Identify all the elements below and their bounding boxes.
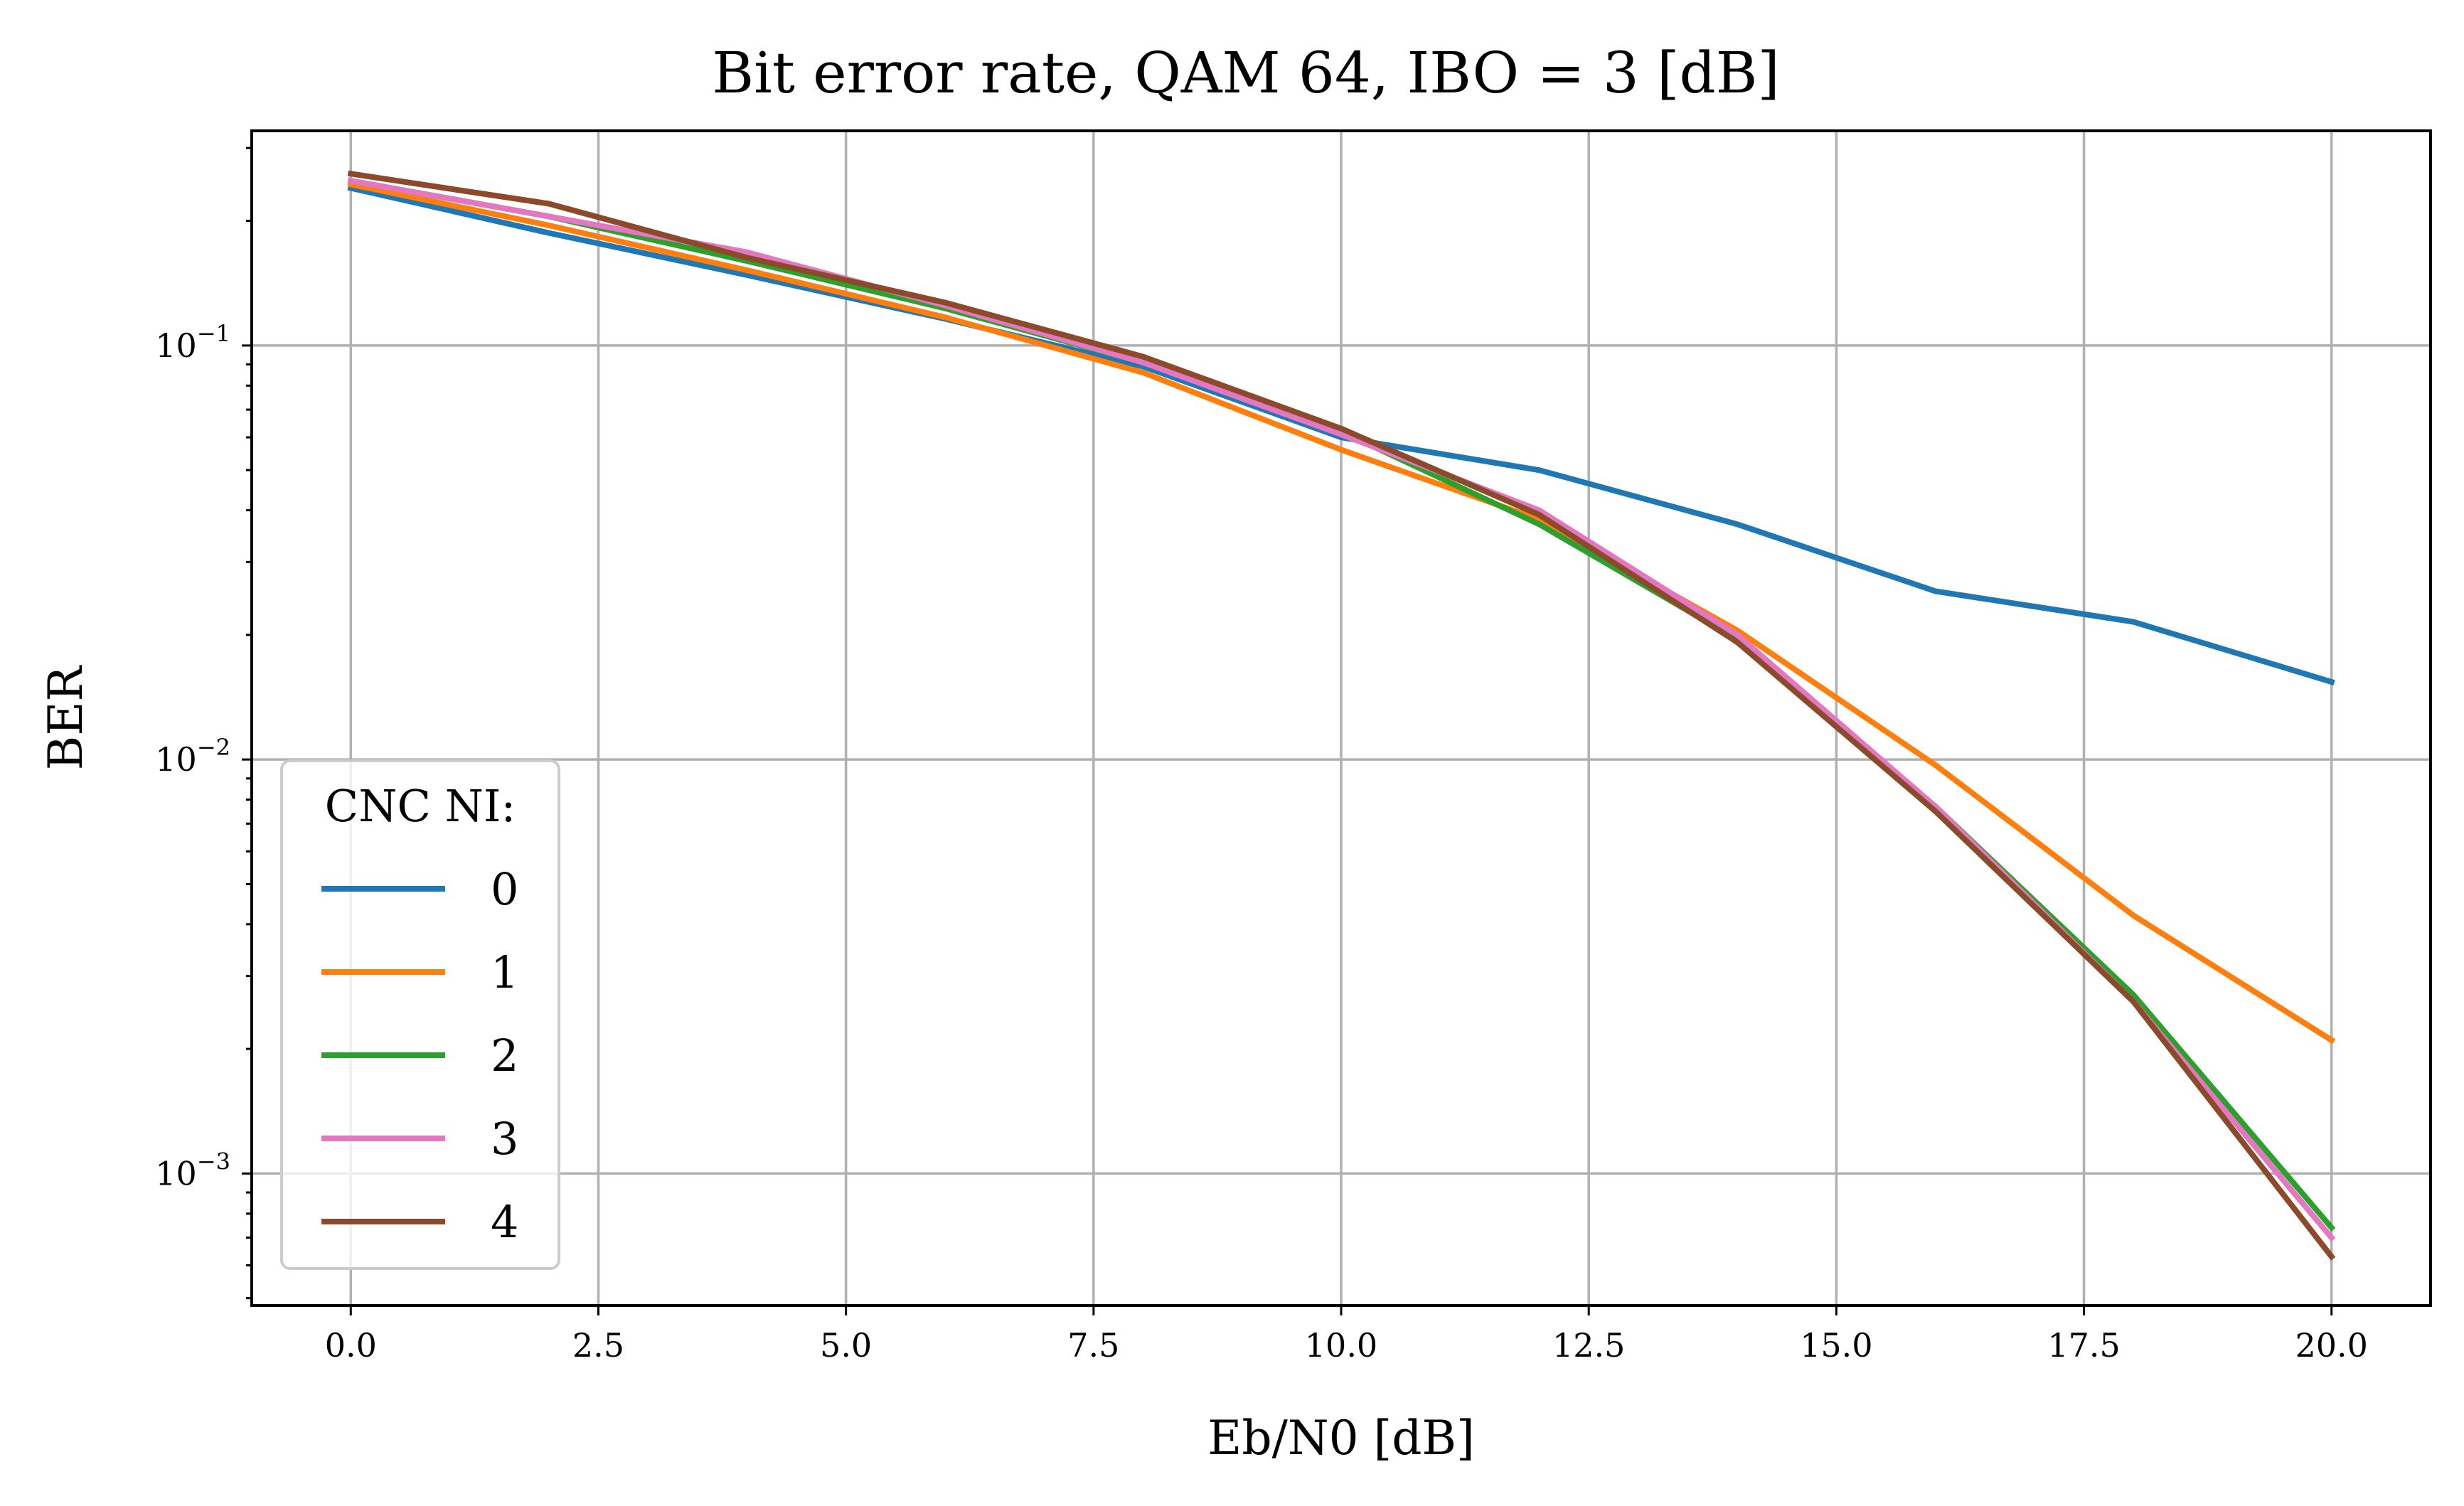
chart-title: Bit error rate, QAM 64, IBO = 3 [dB] [712, 40, 1779, 106]
series-lines [347, 170, 2336, 1261]
x-tick-label: 10.0 [1305, 1326, 1377, 1365]
x-tick-label: 20.0 [2295, 1326, 2368, 1365]
x-tick-label: 17.5 [2047, 1326, 2120, 1365]
y-tick-base: 10 [155, 1154, 197, 1192]
plot-frame [250, 129, 2432, 1307]
legend-label-1: 1 [491, 946, 518, 998]
y-tick-label: 10−1 [155, 320, 230, 365]
y-axis-label: BER [38, 665, 93, 771]
legend-label-2: 2 [491, 1030, 518, 1082]
legend-label-0: 0 [491, 863, 518, 915]
y-tick-exponent: −3 [197, 1148, 230, 1175]
x-tick-label: 2.5 [572, 1326, 624, 1365]
y-tick-base: 10 [155, 740, 197, 779]
grid-lines [252, 131, 2431, 1305]
y-tick-exponent: −2 [197, 734, 230, 761]
legend-entries: 0 1 2 3 4 [321, 863, 518, 1248]
legend-label-4: 4 [491, 1196, 518, 1248]
x-tick-label: 0.0 [325, 1326, 377, 1365]
y-axis-ticks: 10−110−210−3 [155, 320, 252, 1192]
y-tick-label: 10−2 [155, 734, 230, 779]
y-tick-label: 10−3 [155, 1148, 230, 1192]
x-tick-label: 5.0 [820, 1326, 872, 1365]
legend-box [280, 759, 560, 1270]
legend-label-3: 3 [491, 1113, 518, 1165]
legend-title: CNC NI: [325, 780, 516, 832]
x-axis-ticks: 0.0 2.5 5.0 7.5 10.0 12.5 15.0 17.5 20.0 [325, 1305, 2368, 1365]
x-tick-label: 7.5 [1067, 1326, 1119, 1365]
x-axis-label: Eb/N0 [dB] [1207, 1411, 1475, 1465]
legend: CNC NI: 0 1 2 3 4 [280, 759, 560, 1270]
y-tick-base: 10 [155, 326, 197, 365]
x-tick-label: 12.5 [1552, 1326, 1625, 1365]
series-line-1 [347, 181, 2336, 1045]
x-tick-label: 15.0 [1800, 1326, 1872, 1365]
y-tick-exponent: −1 [197, 320, 230, 347]
series-line-4 [347, 170, 2336, 1261]
